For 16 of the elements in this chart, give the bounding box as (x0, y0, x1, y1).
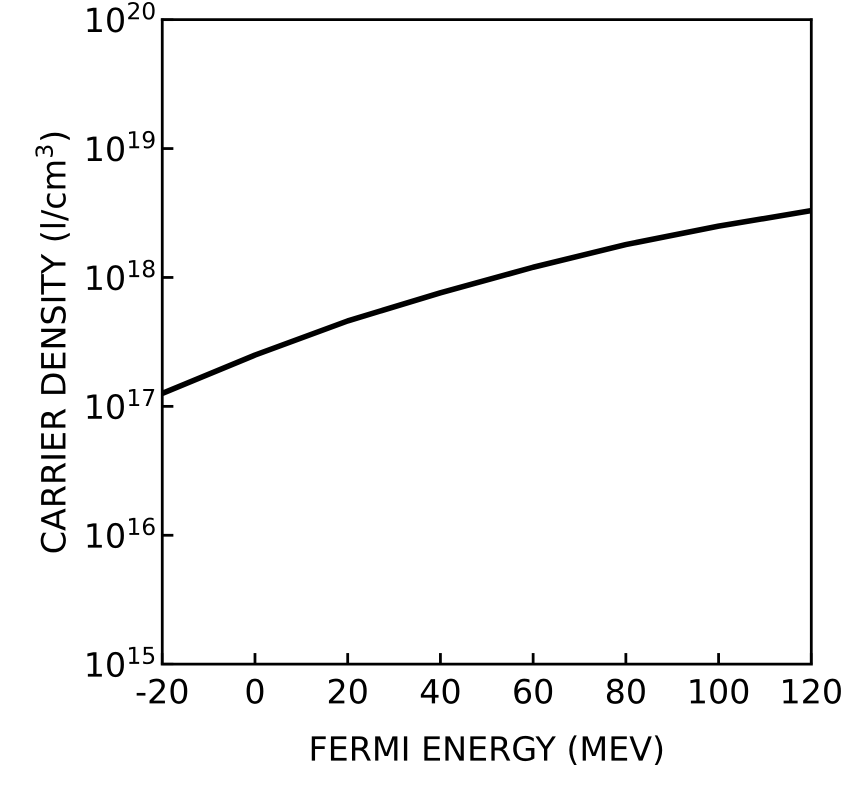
x-axis-title: FERMI ENERGY (MEV) (312, 735, 662, 766)
y-tick-label: 10$^{15}$ (87, 646, 154, 678)
y-tick-label: 10$^{20}$ (87, 2, 155, 33)
x-tick-label: 60 (514, 678, 552, 704)
y-tick-label: 10$^{18}$ (87, 260, 155, 290)
y-tick-label: 10$^{17}$ (87, 389, 154, 420)
y-axis-title: CARRIER DENSITY (l/cm$^{3}$) (35, 132, 70, 552)
x-tick-label: 40 (420, 678, 460, 704)
y-tick-label: 10$^{16}$ (87, 518, 155, 548)
x-tick-label: 80 (606, 678, 645, 704)
x-tick-label: 20 (328, 678, 367, 704)
x-tick-label: 0 (246, 678, 264, 704)
x-tick-label: 120 (783, 678, 841, 704)
x-tick-label: -20 (136, 678, 188, 704)
y-tick-label: 10$^{19}$ (87, 130, 155, 162)
x-tick-label: 100 (690, 678, 748, 704)
